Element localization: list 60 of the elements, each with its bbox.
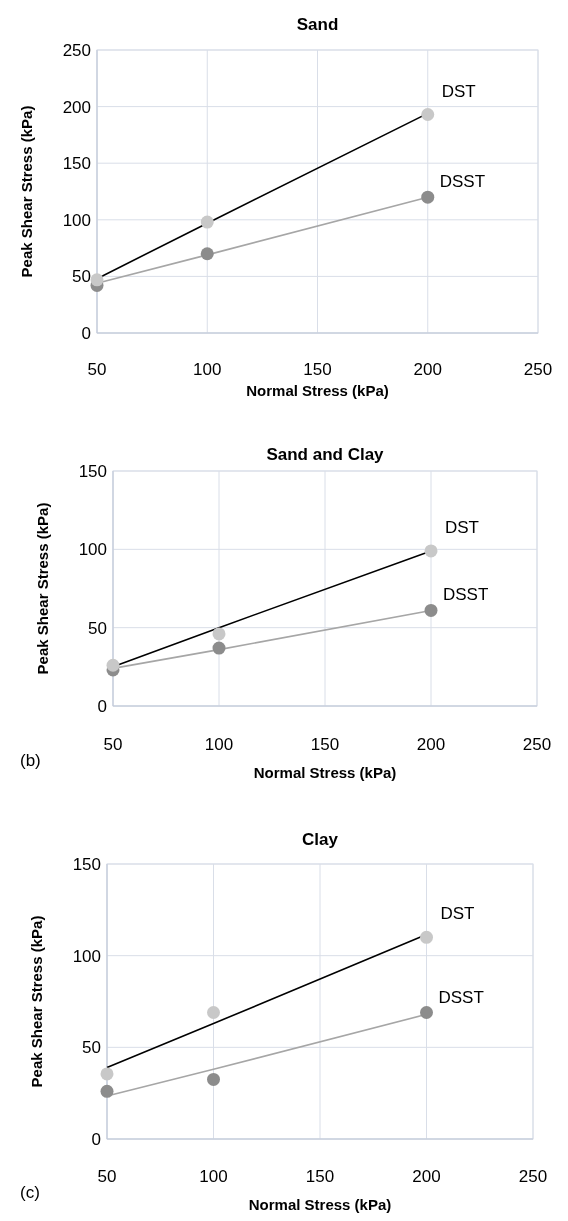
y-tick-label: 50 bbox=[88, 618, 107, 638]
series-label: DSST bbox=[443, 585, 489, 605]
x-axis-title: Normal Stress (kPa) bbox=[253, 764, 397, 781]
text: (c) bbox=[20, 1183, 40, 1202]
point bbox=[106, 658, 120, 672]
point bbox=[420, 930, 433, 944]
y-tick-label: 0 bbox=[81, 323, 91, 343]
y-tick-label: 0 bbox=[91, 1129, 101, 1149]
y-axis-title: Peak Shear Stress (kPa) bbox=[18, 105, 36, 278]
x-tick-label: 100 bbox=[199, 1167, 228, 1186]
chart-title: Sand and Clay bbox=[266, 445, 385, 464]
point bbox=[100, 1067, 114, 1081]
y-axis-title: Peak Shear Stress (kPa) bbox=[34, 502, 52, 675]
point bbox=[424, 603, 438, 617]
x-tick-label: 250 bbox=[518, 1167, 548, 1186]
series-label: DST bbox=[440, 904, 475, 924]
point bbox=[420, 1006, 433, 1019]
series-label: DST bbox=[445, 517, 479, 537]
point bbox=[212, 627, 226, 641]
x-tick-label: 150 bbox=[305, 1167, 335, 1186]
x-tick-label: 100 bbox=[204, 735, 234, 754]
y-tick-label: 0 bbox=[97, 696, 107, 716]
y-tick-label: 50 bbox=[82, 1038, 101, 1058]
point bbox=[212, 641, 226, 655]
y-tick-label: 50 bbox=[72, 267, 91, 287]
point bbox=[100, 1084, 114, 1098]
series-label: DST bbox=[441, 81, 476, 101]
x-axis-title: Normal Stress (kPa) bbox=[246, 382, 389, 399]
point bbox=[207, 1072, 220, 1086]
y-tick-label: 150 bbox=[72, 854, 101, 874]
point bbox=[90, 273, 104, 287]
point bbox=[421, 108, 435, 122]
chart-title: Clay bbox=[302, 830, 339, 849]
x-tick-label: 50 bbox=[103, 735, 123, 754]
x-tick-label: 200 bbox=[416, 735, 446, 754]
x-tick-label: 250 bbox=[523, 360, 553, 379]
x-axis-title: Normal Stress (kPa) bbox=[248, 1196, 392, 1213]
series-label: DSST bbox=[438, 987, 484, 1007]
x-tick-label: 150 bbox=[310, 735, 340, 754]
x-tick-label: 100 bbox=[193, 360, 222, 379]
x-tick-label: 200 bbox=[413, 360, 442, 379]
y-tick-label: 150 bbox=[78, 461, 107, 481]
y-tick-label: 250 bbox=[62, 40, 91, 60]
y-tick-label: 200 bbox=[62, 97, 91, 117]
y-tick-label: 100 bbox=[72, 946, 101, 966]
text: (b) bbox=[20, 751, 41, 770]
y-axis-title: Peak Shear Stress (kPa) bbox=[28, 915, 46, 1088]
y-tick-label: 150 bbox=[62, 154, 91, 174]
x-tick-label: 250 bbox=[522, 735, 552, 754]
y-tick-label: 100 bbox=[78, 540, 107, 560]
x-tick-label: 200 bbox=[412, 1167, 441, 1186]
x-tick-label: 150 bbox=[303, 360, 332, 379]
point bbox=[200, 215, 214, 229]
point bbox=[207, 1006, 220, 1019]
point bbox=[421, 190, 435, 204]
y-tick-label: 100 bbox=[62, 210, 91, 230]
chart-title: Sand bbox=[296, 15, 339, 34]
point bbox=[200, 247, 214, 261]
point bbox=[424, 544, 438, 558]
series-label: DSST bbox=[439, 172, 486, 192]
